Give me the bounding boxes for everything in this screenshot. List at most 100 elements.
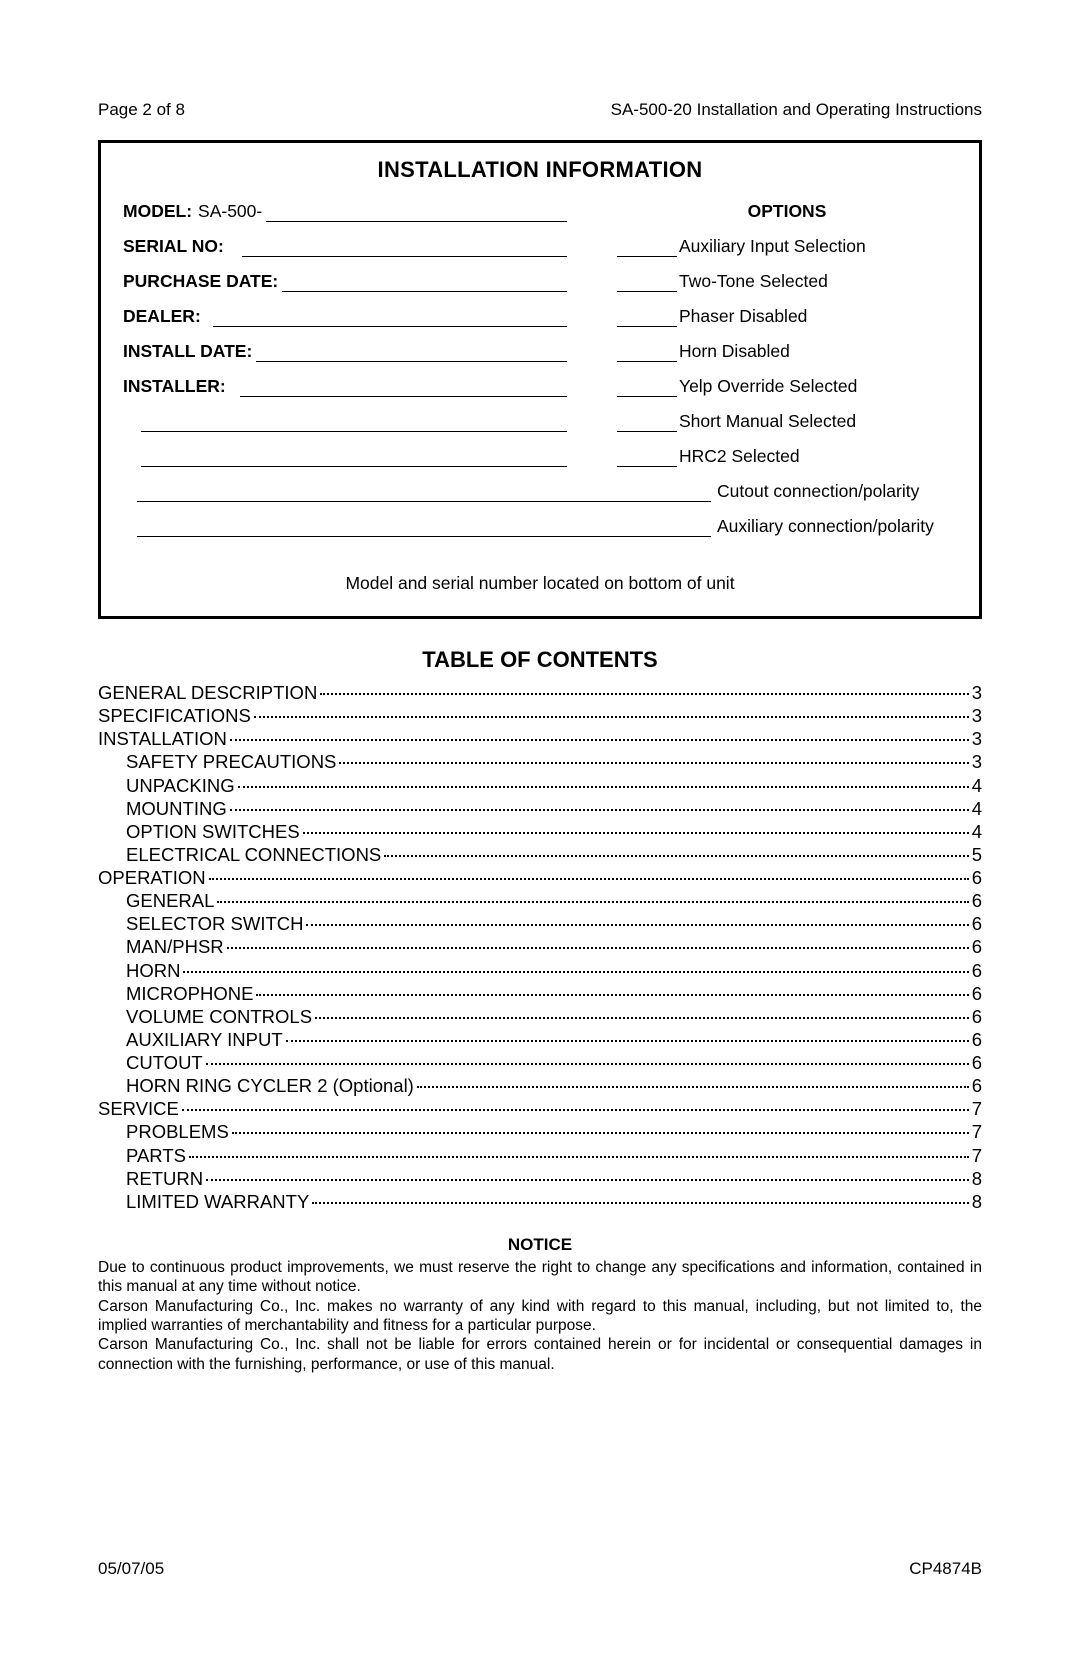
toc-page-number: 6 xyxy=(972,1005,982,1028)
model-value: SA-500- xyxy=(198,201,262,222)
installer-field: INSTALLER: xyxy=(123,372,607,397)
blank-line xyxy=(266,205,567,222)
toc-label: LIMITED WARRANTY xyxy=(126,1190,309,1213)
toc-entry: SERVICE7 xyxy=(98,1097,982,1120)
toc-label: ELECTRICAL CONNECTIONS xyxy=(126,843,381,866)
toc-label: CUTOUT xyxy=(126,1051,203,1074)
notice-p3: Carson Manufacturing Co., Inc. shall not… xyxy=(98,1335,982,1374)
toc-leader-dots xyxy=(182,1109,969,1111)
toc-label: MOUNTING xyxy=(126,797,227,820)
toc-label: OPERATION xyxy=(98,866,206,889)
purchase-date-field: PURCHASE DATE: xyxy=(123,267,607,292)
toc-label: PROBLEMS xyxy=(126,1120,229,1143)
toc-leader-dots xyxy=(286,1040,969,1042)
toc-entry: OPERATION 6 xyxy=(98,866,982,889)
toc-label: GENERAL DESCRIPTION xyxy=(98,681,317,704)
toc-page-number: 6 xyxy=(972,959,982,982)
toc-page-number: 4 xyxy=(972,797,982,820)
toc-page-number: 4 xyxy=(972,774,982,797)
blank-line xyxy=(137,485,711,502)
serial-label: SERIAL NO: xyxy=(123,236,224,257)
toc-entry: GENERAL6 xyxy=(98,889,982,912)
fullwidth-option-row: Auxiliary connection/polarity xyxy=(123,512,957,537)
footer-left: 05/07/05 xyxy=(98,1559,164,1579)
model-label: MODEL: xyxy=(123,201,192,222)
option-label: Auxiliary connection/polarity xyxy=(717,516,957,537)
option-row: Horn Disabled xyxy=(617,337,957,362)
toc-leader-dots xyxy=(256,994,968,996)
toc-label: SPECIFICATIONS xyxy=(98,704,251,727)
header-right: SA-500-20 Installation and Operating Ins… xyxy=(611,100,982,120)
blank-line xyxy=(617,275,677,292)
toc-page-number: 3 xyxy=(972,681,982,704)
toc-entry: PARTS7 xyxy=(98,1144,982,1167)
blank-line xyxy=(617,240,677,257)
option-label: Auxiliary Input Selection xyxy=(679,236,866,257)
toc-label: VOLUME CONTROLS xyxy=(126,1005,312,1028)
table-of-contents: GENERAL DESCRIPTION3SPECIFICATIONS3INSTA… xyxy=(98,681,982,1213)
toc-entry: PROBLEMS 7 xyxy=(98,1120,982,1143)
option-label: Yelp Override Selected xyxy=(679,376,857,397)
options-list: Auxiliary Input SelectionTwo-Tone Select… xyxy=(617,232,957,467)
blank-line xyxy=(617,345,677,362)
page-header: Page 2 of 8 SA-500-20 Installation and O… xyxy=(98,100,982,120)
toc-label: OPTION SWITCHES xyxy=(126,820,300,843)
toc-entry: LIMITED WARRANTY8 xyxy=(98,1190,982,1213)
toc-label: MAN/PHSR xyxy=(126,935,224,958)
installation-grid: MODEL: SA-500- SERIAL NO: PURCHASE DATE: xyxy=(123,197,957,477)
installation-info-box: INSTALLATION INFORMATION MODEL: SA-500- … xyxy=(98,140,982,619)
option-label: Cutout connection/polarity xyxy=(717,481,957,502)
toc-label: SAFETY PRECAUTIONS xyxy=(126,750,336,773)
options-header: OPTIONS xyxy=(617,197,957,222)
toc-leader-dots xyxy=(217,901,968,903)
toc-leader-dots xyxy=(320,693,968,695)
footer-right: CP4874B xyxy=(909,1559,982,1579)
option-label: HRC2 Selected xyxy=(679,446,800,467)
toc-leader-dots xyxy=(384,855,968,857)
toc-page-number: 6 xyxy=(972,912,982,935)
toc-page-number: 3 xyxy=(972,750,982,773)
toc-label: UNPACKING xyxy=(126,774,235,797)
toc-label: AUXILIARY INPUT xyxy=(126,1028,283,1051)
toc-entry: MOUNTING 4 xyxy=(98,797,982,820)
extra-line-1 xyxy=(123,407,607,432)
purchase-date-label: PURCHASE DATE: xyxy=(123,271,278,292)
toc-leader-dots xyxy=(206,1063,969,1065)
toc-page-number: 6 xyxy=(972,1051,982,1074)
toc-entry: OPTION SWITCHES4 xyxy=(98,820,982,843)
blank-line xyxy=(617,415,677,432)
notice-p1: Due to continuous product improvements, … xyxy=(98,1258,982,1297)
installation-note: Model and serial number located on botto… xyxy=(123,573,957,594)
toc-page-number: 6 xyxy=(972,935,982,958)
toc-page-number: 6 xyxy=(972,866,982,889)
toc-title: TABLE OF CONTENTS xyxy=(98,647,982,673)
blank-line xyxy=(256,345,567,362)
toc-label: HORN xyxy=(126,959,180,982)
toc-leader-dots xyxy=(230,809,969,811)
toc-entry: CUTOUT 6 xyxy=(98,1051,982,1074)
toc-entry: MICROPHONE6 xyxy=(98,982,982,1005)
toc-page-number: 3 xyxy=(972,704,982,727)
toc-entry: AUXILIARY INPUT6 xyxy=(98,1028,982,1051)
toc-leader-dots xyxy=(417,1086,969,1088)
installation-right-column: OPTIONS Auxiliary Input SelectionTwo-Ton… xyxy=(617,197,957,477)
toc-label: MICROPHONE xyxy=(126,982,253,1005)
toc-page-number: 7 xyxy=(972,1120,982,1143)
install-date-field: INSTALL DATE: xyxy=(123,337,607,362)
installation-left-column: MODEL: SA-500- SERIAL NO: PURCHASE DATE: xyxy=(123,197,607,477)
fullwidth-option-row: Cutout connection/polarity xyxy=(123,477,957,502)
blank-line xyxy=(617,310,677,327)
toc-label: HORN RING CYCLER 2 (Optional) xyxy=(126,1074,414,1097)
toc-entry: INSTALLATION3 xyxy=(98,727,982,750)
toc-page-number: 6 xyxy=(972,889,982,912)
blank-line xyxy=(141,415,567,432)
toc-leader-dots xyxy=(227,947,969,949)
toc-page-number: 7 xyxy=(972,1144,982,1167)
model-field: MODEL: SA-500- xyxy=(123,197,607,222)
toc-entry: VOLUME CONTROLS 6 xyxy=(98,1005,982,1028)
toc-entry: HORN 6 xyxy=(98,959,982,982)
blank-line xyxy=(141,450,567,467)
blank-line xyxy=(242,240,567,257)
toc-entry: MAN/PHSR 6 xyxy=(98,935,982,958)
installer-label: INSTALLER: xyxy=(123,376,226,397)
